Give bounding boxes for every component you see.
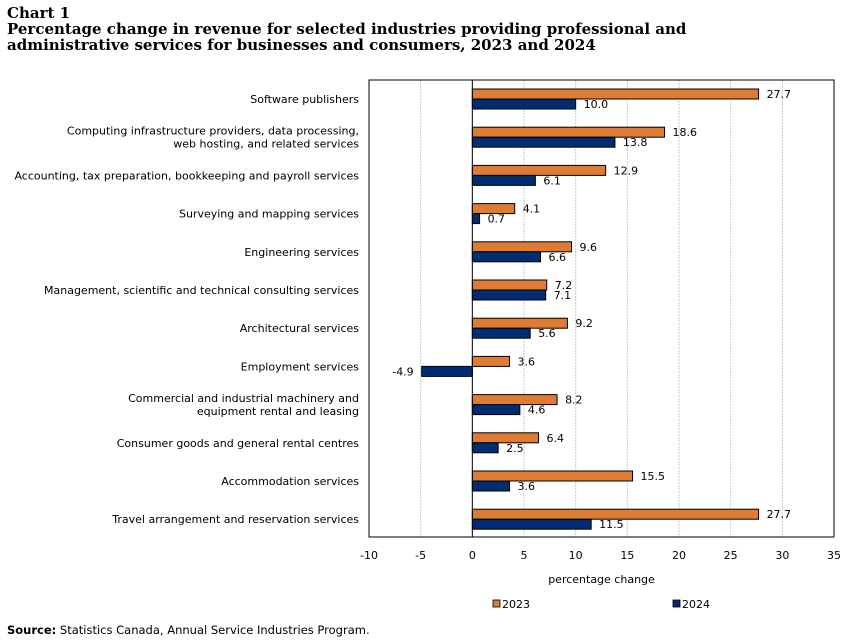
bar-2023 (471, 88, 760, 100)
x-tick-label: -5 (415, 549, 426, 562)
bar-2024 (471, 327, 531, 339)
x-tick-label: 35 (827, 549, 841, 562)
data-label: -4.9 (392, 365, 413, 378)
data-label: 5.6 (538, 327, 556, 340)
data-label: 15.5 (641, 470, 666, 483)
data-label: 9.2 (575, 317, 593, 330)
data-label: 27.7 (767, 88, 792, 101)
category-label: web hosting, and related services (173, 138, 359, 151)
bar-2024 (471, 213, 481, 225)
category-label: Accommodation services (221, 475, 359, 488)
bar-2024 (471, 518, 592, 530)
data-label: 12.9 (614, 164, 639, 177)
data-label: 27.7 (767, 508, 792, 521)
legend-swatch-2024 (672, 599, 681, 608)
chart-number: Chart 1 (7, 4, 71, 22)
category-label: Engineering services (244, 246, 359, 259)
category-label: Software publishers (250, 93, 359, 106)
x-tick-label: 25 (724, 549, 738, 562)
bar-2023 (471, 164, 607, 176)
category-label: equipment rental and leasing (197, 405, 359, 418)
data-label: 7.2 (555, 279, 573, 292)
data-label: 18.6 (673, 126, 698, 139)
legend-swatch-2023 (492, 599, 501, 608)
category-label: Accounting, tax preparation, bookkeeping… (14, 169, 359, 182)
source-label: Source: (7, 623, 57, 637)
bar-2023 (471, 279, 548, 291)
data-label: 4.6 (528, 404, 546, 417)
bar-2024 (471, 480, 511, 492)
data-label: 6.1 (543, 174, 561, 187)
legend-label: 2023 (502, 598, 530, 611)
data-label: 3.6 (518, 480, 536, 493)
category-label: Commercial and industrial machinery and (128, 392, 359, 405)
data-label: 4.1 (523, 203, 541, 216)
legend-label: 2024 (682, 598, 710, 611)
category-label: Computing infrastructure providers, data… (67, 125, 359, 138)
bar-2024 (471, 404, 521, 416)
plot-frame (368, 79, 835, 538)
category-label: Employment services (241, 360, 360, 373)
data-label: 0.7 (488, 213, 506, 226)
data-label: 13.8 (623, 136, 648, 149)
x-tick-label: 0 (469, 549, 476, 562)
data-label: 10.0 (584, 98, 609, 111)
x-tick-label: 30 (775, 549, 789, 562)
data-label: 7.1 (554, 289, 572, 302)
data-label: 6.6 (549, 251, 567, 264)
bar-2024 (471, 251, 542, 263)
bar-2023 (471, 355, 511, 367)
category-label: Architectural services (240, 322, 360, 335)
data-label: 6.4 (546, 432, 564, 445)
x-tick-label: 5 (521, 549, 528, 562)
bar-2024 (421, 365, 473, 377)
data-label: 3.6 (518, 355, 536, 368)
chart-title: Chart 1 Percentage change in revenue for… (7, 5, 807, 53)
bar-2024 (471, 98, 577, 110)
bar-2024 (471, 174, 536, 186)
bar-2024 (471, 289, 547, 301)
x-axis-title: percentage change (548, 573, 655, 586)
x-tick-label: 15 (620, 549, 634, 562)
x-tick-label: 20 (672, 549, 686, 562)
category-label: Travel arrangement and reservation servi… (111, 513, 359, 526)
source-text: Statistics Canada, Annual Service Indust… (59, 623, 370, 637)
data-label: 2.5 (506, 442, 523, 455)
bar-2024 (471, 136, 616, 148)
category-label: Management, scientific and technical con… (44, 284, 359, 297)
chart-heading: Percentage change in revenue for selecte… (7, 20, 687, 54)
data-label: 8.2 (565, 394, 583, 407)
category-label: Surveying and mapping services (179, 208, 359, 221)
source-note: Source: Statistics Canada, Annual Servic… (7, 623, 370, 637)
data-label: 11.5 (599, 518, 624, 531)
x-tick-label: 10 (569, 549, 583, 562)
bar-2023 (471, 470, 634, 482)
category-label: Consumer goods and general rental centre… (117, 437, 360, 450)
x-tick-label: -10 (360, 549, 378, 562)
bar-2024 (471, 442, 499, 454)
data-label: 9.6 (580, 241, 598, 254)
